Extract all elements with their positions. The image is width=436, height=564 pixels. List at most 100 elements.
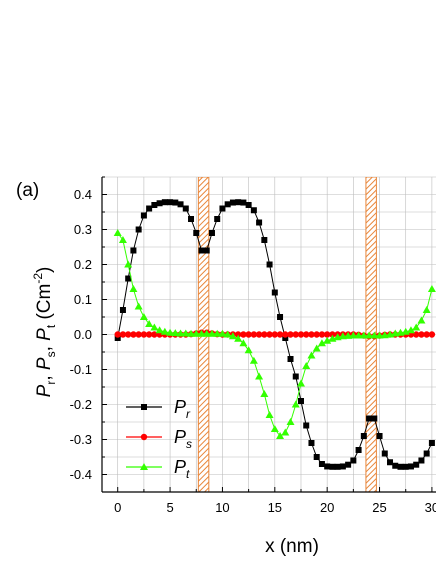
legend-label: Pr: [174, 397, 191, 421]
legend-marker: [140, 463, 148, 470]
y-tick-label: -0.4: [70, 467, 92, 482]
axes: -0.4 -0.3 -0.2 -0.1 0.0 0.1 0.2 0.3 0.4 0 5 10 15 20 2…: [70, 176, 436, 515]
y-tick-label: 0.4: [74, 187, 92, 202]
data-point-p-s: [418, 331, 425, 338]
data-point-p-r: [287, 356, 294, 362]
data-point-p-t: [118, 236, 127, 243]
data-point-p-t: [296, 379, 305, 387]
data-point-p-s: [308, 331, 315, 338]
data-point-p-r: [235, 199, 242, 206]
data-point-p-t: [412, 323, 421, 331]
data-point-p-t: [417, 316, 426, 324]
data-point-p-t: [291, 400, 300, 408]
data-point-p-t: [113, 229, 122, 236]
data-point-p-s: [261, 331, 268, 338]
data-point-p-t: [192, 329, 201, 337]
data-point-p-s: [135, 331, 142, 338]
data-point-p-r: [423, 450, 430, 457]
data-point-p-t: [213, 329, 222, 337]
y-axis-title: Pr, Ps, Pt (Cm-2): [31, 267, 58, 398]
data-point-p-r: [130, 247, 137, 254]
data-point-p-s: [318, 331, 326, 338]
x-tick-label: 15: [268, 500, 282, 515]
data-point-p-t: [281, 428, 290, 436]
data-point-p-r: [387, 459, 394, 466]
data-point-p-t: [427, 285, 436, 292]
legend-item-p-r: Pr: [126, 397, 191, 421]
data-point-p-r: [256, 219, 263, 226]
data-point-p-r: [172, 199, 179, 206]
data-point-p-t: [265, 411, 274, 418]
data-point-p-t: [124, 260, 133, 268]
data-point-p-r: [392, 462, 399, 469]
data-point-p-t: [181, 329, 190, 337]
y-tick-label: 0.0: [74, 327, 92, 342]
data-point-p-t: [223, 330, 232, 338]
data-point-p-r: [402, 463, 409, 470]
data-point-p-s: [145, 331, 153, 338]
y-tick-label: 0.2: [74, 257, 92, 272]
data-point-p-t: [171, 329, 180, 337]
data-point-p-r: [407, 463, 414, 470]
data-point-p-t: [207, 329, 216, 337]
data-point-p-t: [176, 329, 185, 337]
x-tick-label: 0: [114, 500, 121, 515]
data-point-p-s: [130, 331, 137, 338]
data-point-p-r: [250, 207, 257, 214]
data-point-p-s: [266, 331, 273, 338]
data-point-p-s: [250, 331, 258, 338]
data-point-p-r: [334, 463, 341, 470]
data-point-p-r: [125, 275, 132, 282]
data-point-p-s: [303, 331, 310, 338]
data-point-p-r: [182, 205, 189, 212]
legend-item-p-s: Ps: [126, 427, 192, 451]
data-point-p-t: [255, 372, 264, 380]
data-point-p-r: [376, 433, 383, 439]
y-tick-label: -0.2: [70, 397, 92, 412]
legend-item-p-t: Pt: [126, 457, 190, 481]
data-point-p-t: [276, 432, 285, 439]
data-point-p-s: [234, 331, 242, 338]
data-point-p-s: [287, 331, 294, 338]
data-point-p-t: [365, 331, 374, 339]
data-point-p-s: [323, 331, 331, 338]
data-point-p-r: [198, 247, 205, 254]
legend-marker: [140, 433, 148, 441]
data-point-p-s: [423, 331, 430, 338]
data-point-p-s: [240, 331, 247, 338]
data-point-p-r: [146, 205, 153, 212]
data-point-p-r: [397, 463, 404, 470]
data-point-p-t: [187, 329, 196, 337]
data-point-p-r: [177, 201, 184, 208]
data-point-p-r: [188, 216, 195, 222]
data-point-p-r: [360, 433, 367, 439]
panel-label: (a): [16, 180, 39, 201]
data-point-p-r: [413, 461, 420, 468]
series-layer: [113, 199, 436, 470]
data-point-p-r: [428, 440, 435, 446]
data-point-p-t: [260, 390, 269, 397]
data-point-p-t: [323, 336, 332, 344]
legend: Pr Ps Pt: [126, 397, 192, 481]
legend-label: Ps: [174, 427, 192, 451]
data-point-p-r: [366, 415, 373, 422]
data-point-p-r: [266, 261, 273, 268]
data-point-p-r: [208, 230, 215, 236]
data-point-p-s: [119, 331, 127, 338]
data-point-p-r: [161, 199, 168, 206]
data-point-p-t: [155, 326, 164, 334]
data-point-p-t: [312, 344, 321, 352]
data-point-p-s: [140, 331, 148, 338]
data-point-p-t: [422, 306, 431, 313]
data-point-p-t: [270, 425, 279, 432]
data-point-p-r: [297, 398, 304, 404]
series-p-t: [113, 229, 436, 439]
data-point-p-r: [371, 415, 378, 422]
data-point-p-r: [151, 202, 158, 208]
data-point-p-r: [277, 314, 284, 320]
data-point-p-s: [313, 331, 320, 338]
data-point-p-r: [324, 463, 331, 470]
data-point-p-r: [135, 226, 142, 233]
data-point-p-t: [354, 331, 363, 339]
